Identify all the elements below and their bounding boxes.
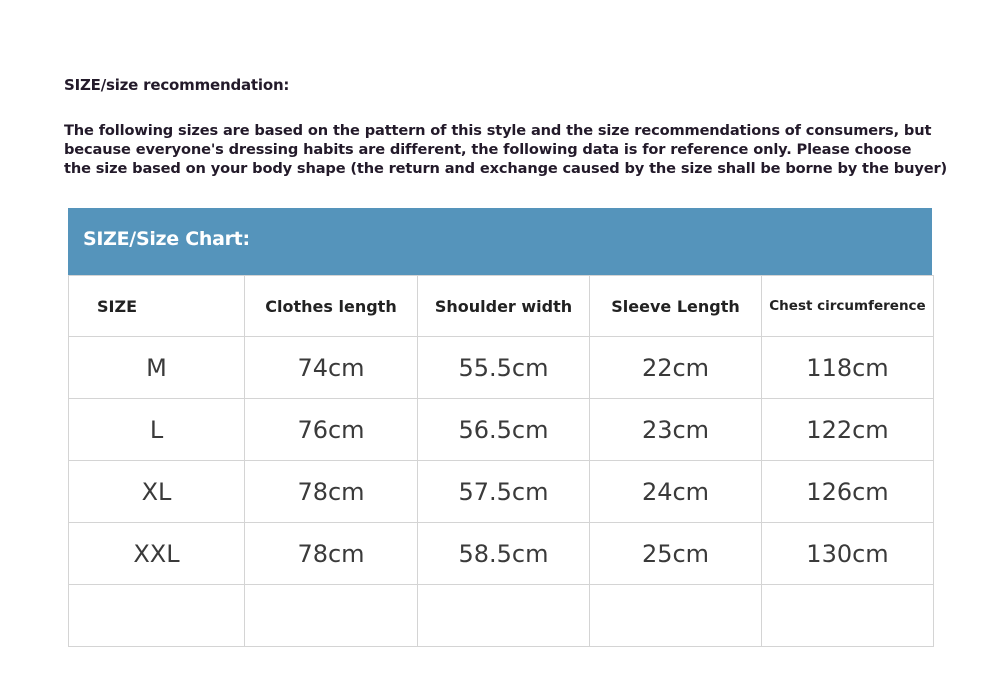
cell-sleeve-length: 23cm xyxy=(589,398,762,461)
size-chart-title: SIZE/Size Chart: xyxy=(83,228,250,250)
page-title: SIZE/size recommendation: xyxy=(64,76,290,94)
column-header-sleeve-length: Sleeve Length xyxy=(589,275,762,337)
table-row: XXL 78cm 58.5cm 25cm 130cm xyxy=(68,522,934,585)
column-header-size: SIZE xyxy=(68,275,245,337)
cell-size: L xyxy=(68,398,245,461)
table-row: XL 78cm 57.5cm 24cm 126cm xyxy=(68,460,934,523)
cell-chest-circumference: 126cm xyxy=(761,460,934,523)
cell-shoulder-width: 55.5cm xyxy=(417,336,590,399)
cell-clothes-length: 76cm xyxy=(244,398,418,461)
cell-chest-circumference: 122cm xyxy=(761,398,934,461)
cell-shoulder-width: 58.5cm xyxy=(417,522,590,585)
description: The following sizes are based on the pat… xyxy=(64,121,948,178)
column-header-shoulder-width: Shoulder width xyxy=(417,275,590,337)
cell-size: XL xyxy=(68,460,245,523)
table-header-row: SIZE Clothes length Shoulder width Sleev… xyxy=(68,275,934,337)
cell-size xyxy=(68,584,245,647)
cell-shoulder-width: 56.5cm xyxy=(417,398,590,461)
table-row: M 74cm 55.5cm 22cm 118cm xyxy=(68,336,934,399)
cell-shoulder-width: 57.5cm xyxy=(417,460,590,523)
description-line: The following sizes are based on the pat… xyxy=(64,122,932,139)
size-table: SIZE Clothes length Shoulder width Sleev… xyxy=(68,275,934,647)
description-line: because everyone's dressing habits are d… xyxy=(64,141,912,158)
column-header-chest-circumference: Chest circumference xyxy=(761,275,934,337)
cell-size: M xyxy=(68,336,245,399)
cell-chest-circumference: 130cm xyxy=(761,522,934,585)
table-row: L 76cm 56.5cm 23cm 122cm xyxy=(68,398,934,461)
cell-size: XXL xyxy=(68,522,245,585)
cell-sleeve-length: 22cm xyxy=(589,336,762,399)
size-chart-header-band: SIZE/Size Chart: xyxy=(68,208,932,275)
description-line: the size based on your body shape (the r… xyxy=(64,160,948,177)
cell-clothes-length: 78cm xyxy=(244,522,418,585)
cell-sleeve-length: 24cm xyxy=(589,460,762,523)
cell-chest-circumference xyxy=(761,584,934,647)
cell-clothes-length: 74cm xyxy=(244,336,418,399)
table-row xyxy=(68,584,934,647)
cell-sleeve-length: 25cm xyxy=(589,522,762,585)
column-header-clothes-length: Clothes length xyxy=(244,275,418,337)
cell-chest-circumference: 118cm xyxy=(761,336,934,399)
cell-sleeve-length xyxy=(589,584,762,647)
cell-clothes-length: 78cm xyxy=(244,460,418,523)
cell-shoulder-width xyxy=(417,584,590,647)
cell-clothes-length xyxy=(244,584,418,647)
